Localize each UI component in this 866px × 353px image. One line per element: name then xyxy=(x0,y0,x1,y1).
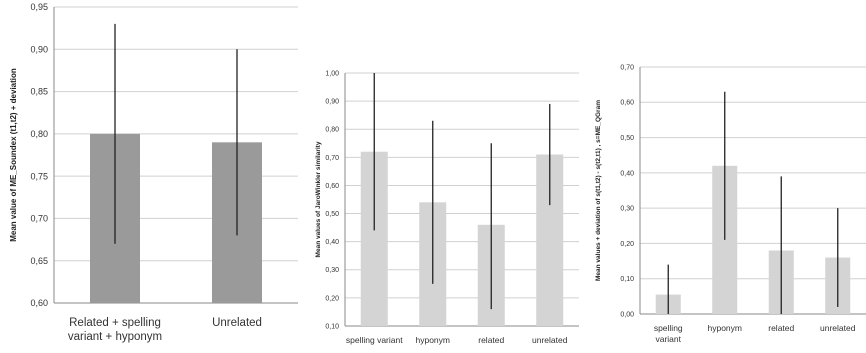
y-tick-label: 0,20 xyxy=(325,295,339,302)
chart-3: 0,00 0,10 0,20 0,30 0,40 0,50 0,60 0,70 Mean val… xyxy=(595,64,866,344)
y-tick-label: 0,80 xyxy=(30,129,48,139)
x-category-label: spelling variant xyxy=(346,335,403,345)
y-tick-label: 0,95 xyxy=(30,2,48,12)
y-tick-label: 0,70 xyxy=(620,64,634,71)
chart-1: 0,60 0,65 0,70 0,75 0,80 0,85 0,90 0,95 Mean val… xyxy=(9,2,298,343)
x-category-label: unrelated xyxy=(820,323,856,333)
y-tick-label: 0,50 xyxy=(325,211,339,218)
y-tick-label: 0,80 xyxy=(325,127,339,134)
y-tick-label: 0,10 xyxy=(325,323,339,330)
y-tick-label: 1,00 xyxy=(325,70,339,77)
y-tick-label: 0,60 xyxy=(620,100,634,107)
x-category-label: variant + hyponym xyxy=(68,331,162,343)
y-axis-label: Mean values + deviation of s(t1,t2) - s(… xyxy=(595,100,602,281)
y-tick-label: 0,60 xyxy=(30,298,48,308)
x-category-label: spelling xyxy=(654,323,683,333)
y-tick-label: 0,40 xyxy=(325,239,339,246)
y-tick-label: 0,90 xyxy=(325,99,339,106)
y-tick-label: 0,70 xyxy=(30,214,48,224)
y-tick-label: 0,10 xyxy=(620,276,634,283)
x-category-label: hyponym xyxy=(708,323,743,333)
y-tick-label: 0,30 xyxy=(325,267,339,274)
y-tick-label: 0,20 xyxy=(620,241,634,248)
y-tick-label: 0,00 xyxy=(620,311,634,318)
y-tick-label: 0,85 xyxy=(30,87,48,97)
y-axis-label: Mean values of JaroWinkler similarity xyxy=(315,141,322,257)
y-tick-label: 0,60 xyxy=(325,183,339,190)
y-tick-label: 0,65 xyxy=(30,256,48,266)
x-category-label: unrelated xyxy=(532,335,568,345)
y-tick-label: 0,75 xyxy=(30,171,48,181)
x-category-label: related xyxy=(478,335,504,345)
y-tick-label: 0,90 xyxy=(30,44,48,54)
x-category-label: related xyxy=(768,323,794,333)
y-axis-label: Mean value of ME_Soundex (t1,t2) + devia… xyxy=(9,68,18,242)
y-tick-label: 0,70 xyxy=(325,155,339,162)
y-tick-label: 0,40 xyxy=(620,170,634,177)
x-category-label: Related + spelling xyxy=(69,317,161,329)
y-tick-label: 0,30 xyxy=(620,206,634,213)
x-category-label: variant xyxy=(655,334,681,344)
chart-2: 0,10 0,20 0,30 0,40 0,50 0,60 0,70 0,80 0,90 1,00… xyxy=(315,70,579,345)
x-category-label: Unrelated xyxy=(212,317,262,329)
x-category-label: hyponym xyxy=(416,335,451,345)
y-tick-label: 0,50 xyxy=(620,135,634,142)
